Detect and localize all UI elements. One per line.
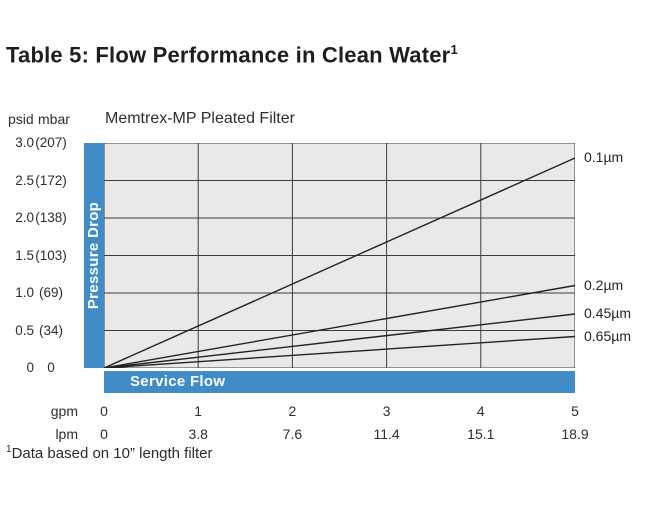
series-line-0.1µm xyxy=(104,157,575,368)
x-tick-lpm: 7.6 xyxy=(282,426,303,442)
footnote-text: Data based on 10” length filter xyxy=(11,445,213,462)
x-unit-gpm-label: gpm xyxy=(50,403,78,419)
series-line-0.45µm xyxy=(104,313,575,368)
series-label-0.1µm: 0.1µm xyxy=(584,149,624,165)
title-superscript: 1 xyxy=(450,42,458,57)
footnote-superscript: 1 xyxy=(6,444,12,455)
y-axis-label: Pressure Drop xyxy=(85,201,103,310)
y-tick-mbar: (138) xyxy=(35,210,67,225)
y-tick-mbar: (207) xyxy=(35,135,67,150)
series-line-0.65µm xyxy=(104,335,575,368)
y-tick-psid: 2.5 xyxy=(15,172,34,188)
x-tick-gpm: 1 xyxy=(194,403,203,419)
series-label-0.2µm: 0.2µm xyxy=(584,276,624,293)
plot-area xyxy=(104,143,575,368)
y-tick-mbar: (69) xyxy=(38,285,63,300)
chart-canvas xyxy=(104,143,575,368)
y-tick-psid: 0.5 xyxy=(15,322,34,338)
x-tick-gpm: 5 xyxy=(571,403,579,419)
series-label-0.65µm: 0.65µm xyxy=(584,327,631,344)
y-tick-mbar: (172) xyxy=(35,172,67,188)
x-tick-lpm: 15.1 xyxy=(467,426,495,442)
y-tick-mbar: (103) xyxy=(35,247,67,263)
footnote: 1Data based on 10” length filter xyxy=(6,444,213,462)
page-title-text: Table 5: Flow Performance in Clean Water xyxy=(6,42,451,68)
y-tick-psid: 1.5 xyxy=(15,247,34,263)
y-unit-psid-label: psid xyxy=(8,111,34,127)
x-axis-label: Service Flow xyxy=(130,373,226,390)
x-tick-lpm: 18.9 xyxy=(561,426,589,442)
y-tick-mbar: 0 xyxy=(47,360,55,375)
x-tick-lpm: 3.8 xyxy=(188,426,208,442)
y-tick-psid: 2.0 xyxy=(15,210,34,225)
y-tick-mbar: (34) xyxy=(38,322,63,338)
page-title: Table 5: Flow Performance in Clean Water… xyxy=(6,42,458,68)
series-line-0.2µm xyxy=(104,284,575,368)
chart-title: Memtrex-MP Pleated Filter xyxy=(105,110,295,127)
series-label-0.45µm: 0.45µm xyxy=(584,305,631,321)
x-axis-label-bar: Service Flow xyxy=(104,371,575,393)
x-tick-gpm: 2 xyxy=(288,403,297,419)
y-unit-mbar-label: mbar xyxy=(38,111,70,127)
y-axis-label-bar: Pressure Drop xyxy=(84,143,104,368)
y-tick-psid: 3.0 xyxy=(15,135,34,150)
y-tick-psid: 1.0 xyxy=(15,285,34,300)
y-tick-psid: 0 xyxy=(26,360,34,375)
x-tick-lpm: 11.4 xyxy=(373,426,400,442)
x-unit-lpm-label: lpm xyxy=(55,426,78,442)
x-tick-gpm: 3 xyxy=(382,403,391,419)
x-tick-lpm: 0 xyxy=(100,426,108,442)
x-tick-gpm: 4 xyxy=(476,403,485,419)
x-tick-gpm: 0 xyxy=(100,403,108,419)
